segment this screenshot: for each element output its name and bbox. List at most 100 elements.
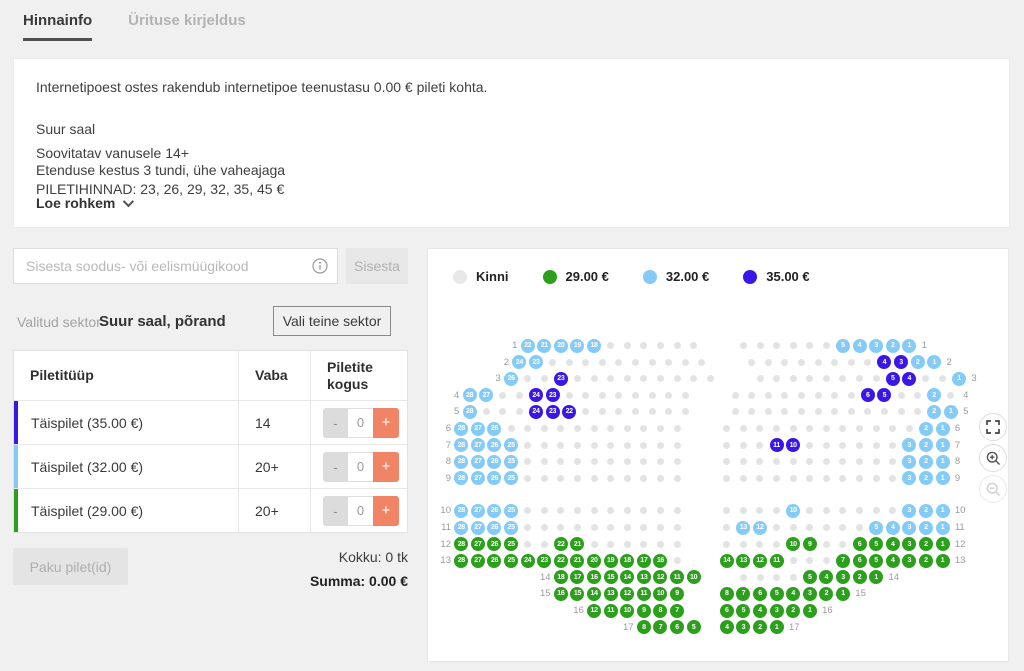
seat[interactable]: 28: [462, 388, 477, 403]
seat[interactable]: 27: [470, 553, 485, 568]
seat[interactable]: 15: [570, 586, 585, 601]
seat[interactable]: 2: [918, 553, 933, 568]
seat[interactable]: 16: [587, 570, 602, 585]
seat[interactable]: 19: [570, 338, 585, 353]
seat[interactable]: 2: [918, 471, 933, 486]
seat[interactable]: 18: [587, 338, 602, 353]
seat[interactable]: 4: [885, 520, 900, 535]
seat[interactable]: 28: [454, 471, 469, 486]
seat[interactable]: 3: [902, 454, 917, 469]
seat[interactable]: 23: [537, 553, 552, 568]
seat[interactable]: 14: [587, 586, 602, 601]
coupon-submit-button[interactable]: Sisesta: [346, 248, 408, 284]
seat[interactable]: 3: [769, 603, 784, 618]
seat[interactable]: 28: [454, 520, 469, 535]
seat[interactable]: 4: [877, 355, 892, 370]
seat[interactable]: 1: [769, 620, 784, 635]
seat[interactable]: 25: [504, 454, 519, 469]
seat[interactable]: 27: [470, 421, 485, 436]
seat[interactable]: 25: [504, 438, 519, 453]
seat[interactable]: 5: [835, 338, 850, 353]
seat[interactable]: 1: [935, 553, 950, 568]
seat[interactable]: 12: [752, 553, 767, 568]
seat[interactable]: 10: [786, 537, 801, 552]
seat[interactable]: 6: [852, 537, 867, 552]
seat[interactable]: 2: [918, 421, 933, 436]
seat[interactable]: 27: [470, 520, 485, 535]
seat[interactable]: 3: [902, 553, 917, 568]
seat[interactable]: 2: [918, 454, 933, 469]
seat[interactable]: 14: [719, 553, 734, 568]
seat[interactable]: 3: [894, 355, 909, 370]
seat[interactable]: 26: [487, 438, 502, 453]
seat[interactable]: 5: [686, 620, 701, 635]
seat[interactable]: 1: [943, 404, 958, 419]
seat[interactable]: 4: [885, 553, 900, 568]
seat[interactable]: 1: [869, 570, 884, 585]
increase-button[interactable]: +: [373, 495, 399, 526]
seat[interactable]: 1: [935, 537, 950, 552]
seat[interactable]: 5: [869, 537, 884, 552]
seat[interactable]: 11: [769, 438, 784, 453]
seat[interactable]: 25: [504, 553, 519, 568]
seat[interactable]: 1: [935, 520, 950, 535]
seat[interactable]: 11: [603, 603, 618, 618]
seat[interactable]: 27: [479, 388, 494, 403]
seat[interactable]: 24: [512, 355, 527, 370]
seat[interactable]: 28: [454, 553, 469, 568]
seat[interactable]: 22: [553, 553, 568, 568]
seat[interactable]: 26: [487, 537, 502, 552]
seat[interactable]: 14: [620, 570, 635, 585]
seat[interactable]: 4: [902, 371, 917, 386]
seat[interactable]: 2: [918, 537, 933, 552]
seat[interactable]: 2: [918, 520, 933, 535]
seat[interactable]: 21: [570, 553, 585, 568]
seat[interactable]: 22: [562, 404, 577, 419]
seat[interactable]: 24: [528, 404, 543, 419]
seat[interactable]: 26: [504, 371, 519, 386]
seat[interactable]: 27: [470, 438, 485, 453]
seat[interactable]: 4: [852, 338, 867, 353]
seat[interactable]: 23: [528, 355, 543, 370]
seat[interactable]: 22: [520, 338, 535, 353]
seat[interactable]: 1: [952, 371, 967, 386]
seat[interactable]: 28: [454, 454, 469, 469]
seat[interactable]: 10: [786, 438, 801, 453]
seat[interactable]: 26: [487, 553, 502, 568]
seat[interactable]: 3: [802, 586, 817, 601]
seat[interactable]: 20: [553, 338, 568, 353]
seat[interactable]: 11: [670, 570, 685, 585]
seat[interactable]: 28: [454, 537, 469, 552]
seat[interactable]: 8: [719, 586, 734, 601]
seat[interactable]: 5: [802, 570, 817, 585]
seat[interactable]: 2: [786, 603, 801, 618]
seat[interactable]: 1: [935, 438, 950, 453]
seat[interactable]: 25: [504, 537, 519, 552]
seat[interactable]: 12: [587, 603, 602, 618]
seat[interactable]: 9: [802, 537, 817, 552]
seat[interactable]: 1: [802, 603, 817, 618]
seat[interactable]: 23: [545, 404, 560, 419]
seat[interactable]: 3: [869, 338, 884, 353]
decrease-button[interactable]: -: [323, 407, 348, 438]
seat[interactable]: 7: [835, 553, 850, 568]
seat[interactable]: 28: [454, 438, 469, 453]
seat[interactable]: 5: [877, 388, 892, 403]
increase-button[interactable]: +: [373, 407, 399, 438]
seat[interactable]: 3: [902, 520, 917, 535]
seat[interactable]: 8: [653, 603, 668, 618]
seat[interactable]: 1: [902, 338, 917, 353]
offer-tickets-button[interactable]: Paku pilet(id): [13, 548, 128, 585]
seat[interactable]: 13: [636, 570, 651, 585]
seat[interactable]: 18: [553, 570, 568, 585]
seat[interactable]: 17: [570, 570, 585, 585]
seat[interactable]: 22: [553, 537, 568, 552]
seat[interactable]: 26: [487, 421, 502, 436]
seat[interactable]: 23: [545, 388, 560, 403]
seat[interactable]: 6: [670, 620, 685, 635]
seat[interactable]: 5: [869, 520, 884, 535]
seat[interactable]: 26: [487, 520, 502, 535]
seat[interactable]: 12: [752, 520, 767, 535]
seat[interactable]: 13: [736, 553, 751, 568]
seat[interactable]: 1: [935, 503, 950, 518]
